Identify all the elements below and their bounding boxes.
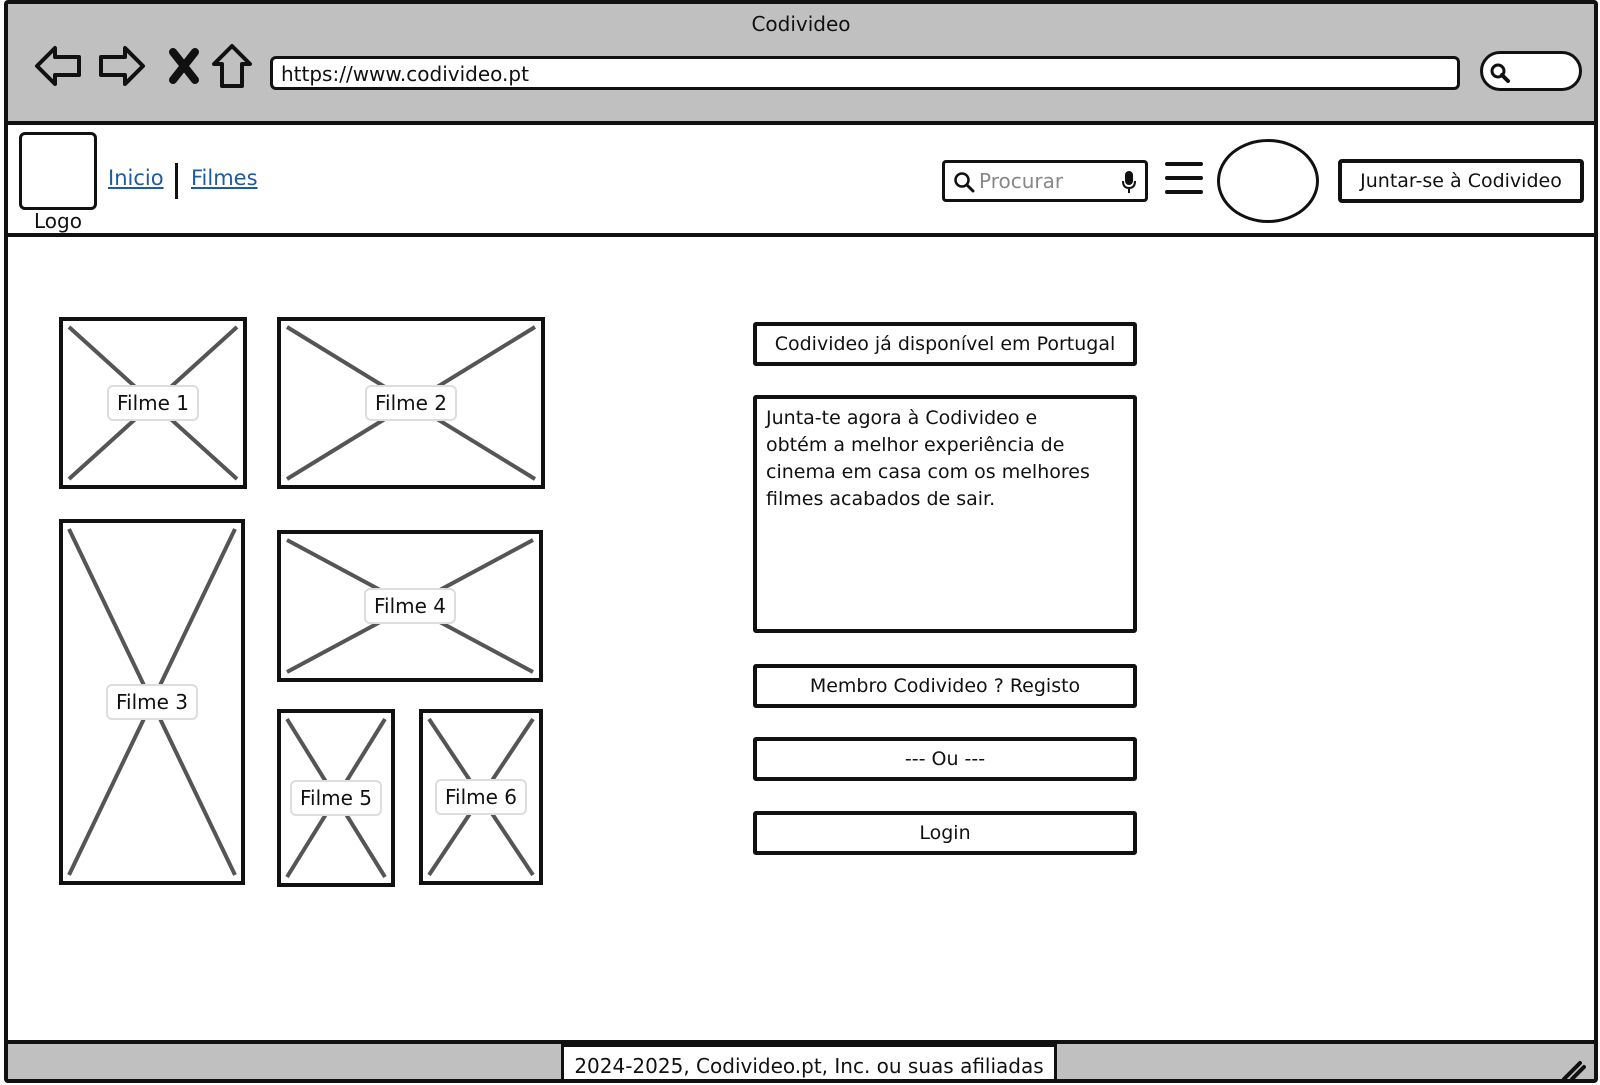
browser-window: Codivideo https://www.codivideo.pt Logo … [4,0,1598,1083]
window-title: Codivideo [751,12,851,36]
movie-title: Filme 2 [364,385,458,421]
forward-arrow-icon[interactable] [96,42,148,90]
browser-search-field[interactable] [1480,51,1582,91]
logo-label: Logo [34,209,82,233]
movie-tile-4[interactable]: Filme 4 [277,530,543,682]
copyright-text: 2024-2025, Codivideo.pt, Inc. ou suas af… [561,1044,1057,1079]
search-icon [1490,63,1510,83]
movie-title: Filme 5 [289,780,383,816]
movie-title: Filme 4 [363,588,457,624]
microphone-icon[interactable] [1121,170,1137,194]
logo[interactable] [19,132,97,210]
movie-tile-6[interactable]: Filme 6 [419,709,543,885]
address-bar[interactable]: https://www.codivideo.pt [270,56,1460,90]
site-header: Logo Inicio Filmes Juntar-se à Codivideo [8,129,1594,237]
avatar[interactable] [1217,139,1319,223]
browser-toolbar: Codivideo https://www.codivideo.pt [8,4,1594,125]
page-footer: 2024-2025, Codivideo.pt, Inc. ou suas af… [8,1040,1594,1081]
home-icon[interactable] [206,42,258,90]
movie-tile-2[interactable]: Filme 2 [277,317,545,489]
movie-title: Filme 3 [105,684,199,720]
register-button[interactable]: Membro Codivideo ? Registo [753,664,1137,708]
movie-tile-3[interactable]: Filme 3 [59,519,245,885]
movie-tile-5[interactable]: Filme 5 [277,709,395,887]
promo-description: Junta-te agora à Codivideo e obtém a mel… [753,395,1137,633]
search-icon [954,172,975,193]
nav-link-inicio[interactable]: Inicio [108,166,164,190]
login-button[interactable]: Login [753,811,1137,855]
nav-separator [175,163,178,199]
site-search-box [942,160,1148,202]
movie-tile-1[interactable]: Filme 1 [59,317,247,489]
movie-title: Filme 6 [434,779,528,815]
search-input[interactable] [979,168,1113,194]
movie-title: Filme 1 [106,385,200,421]
hamburger-menu-icon[interactable] [1165,162,1205,196]
back-arrow-icon[interactable] [32,42,84,90]
join-button[interactable]: Juntar-se à Codivideo [1338,159,1584,203]
or-divider: --- Ou --- [753,737,1137,781]
promo-headline: Codivideo já disponível em Portugal [753,322,1137,366]
nav-link-filmes[interactable]: Filmes [191,166,258,190]
resize-grip-icon[interactable] [1560,1059,1586,1081]
stop-icon[interactable] [158,42,210,90]
